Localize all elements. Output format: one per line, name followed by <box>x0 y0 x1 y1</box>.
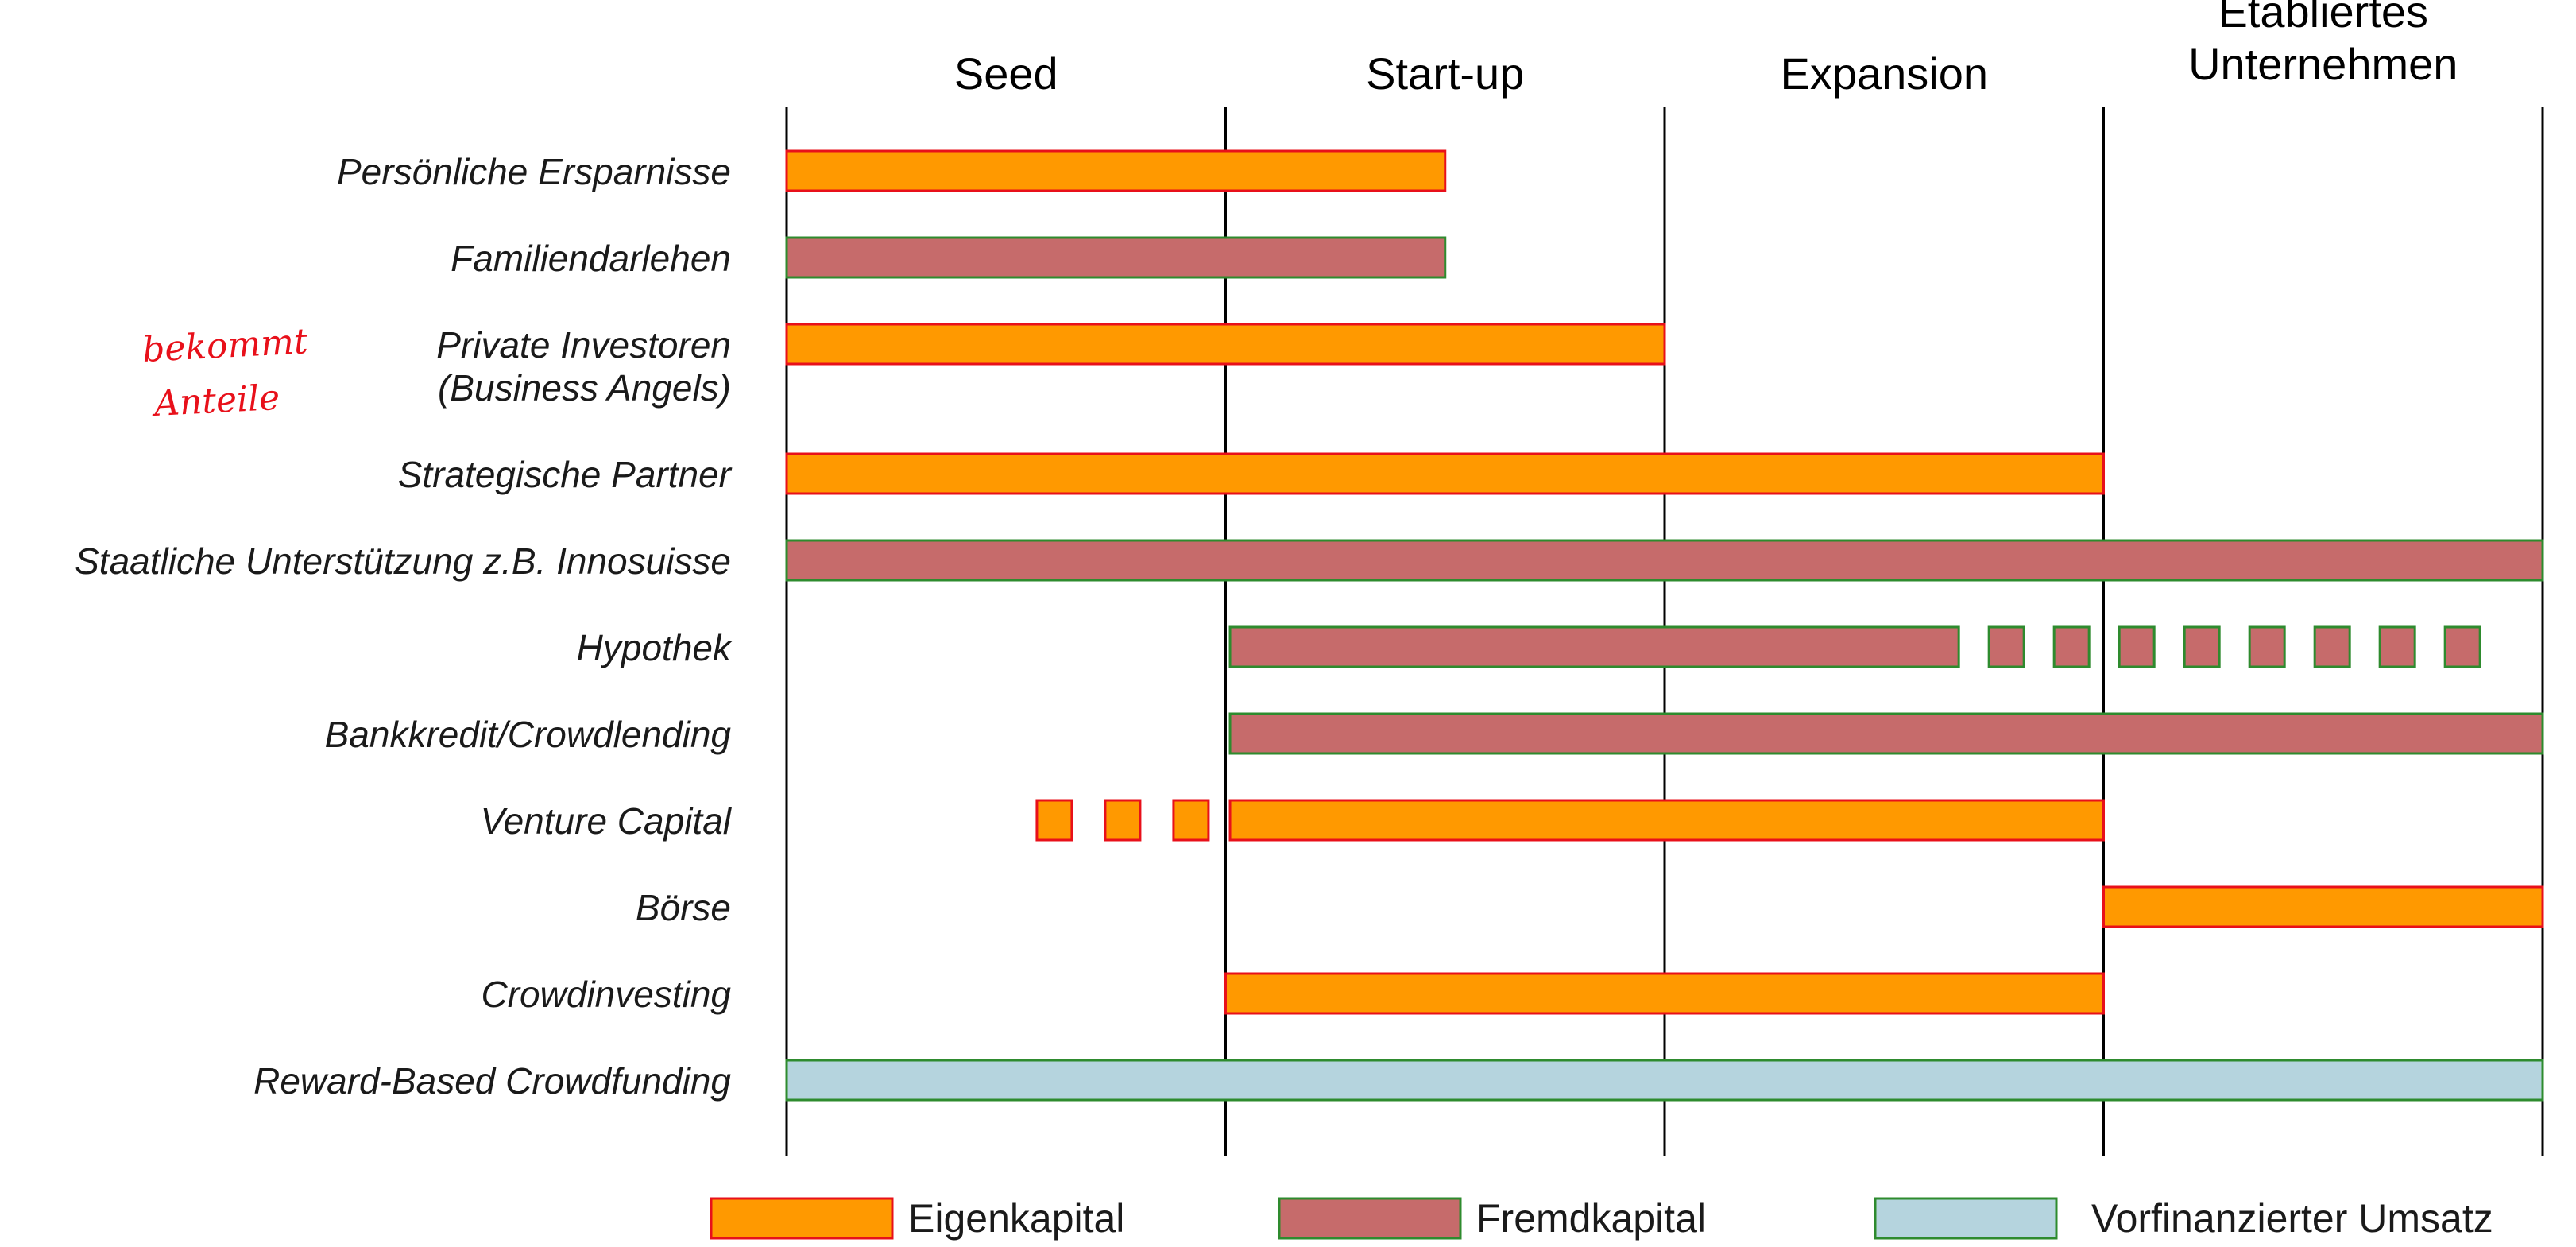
legend-label-eigen: Eigenkapital <box>908 1196 1124 1241</box>
financing-bar <box>1228 712 2544 755</box>
dotted-bar-segment <box>1035 799 1073 842</box>
financing-bar <box>1224 972 2105 1015</box>
dotted-bar-segment <box>1987 625 2025 668</box>
handwritten-note-line: bekommt <box>141 321 309 370</box>
row-label: Hypothek <box>577 627 733 668</box>
dotted-bar-segment <box>2052 625 2091 668</box>
row-label: Venture Capital <box>481 800 733 842</box>
row-label: Familiendarlehen <box>451 238 731 279</box>
stage-label: Unternehmen <box>2188 39 2458 89</box>
dotted-bar-segment <box>2248 625 2286 668</box>
legend: Eigenkapital Fremdkapital Vorfinanzierter … <box>710 1196 2493 1241</box>
financing-bar <box>785 539 2544 582</box>
row-label: Persönliche Ersparnisse <box>337 151 731 192</box>
financing-bars <box>785 149 2544 1102</box>
financing-bar <box>1228 625 1960 668</box>
legend-swatch-umsatz <box>1874 1197 2058 1240</box>
stage-label: Etabliertes <box>2218 0 2428 37</box>
financing-bar <box>785 236 1447 279</box>
legend-swatch-eigen <box>710 1197 894 1240</box>
row-label: Bankkredit/Crowdlending <box>325 714 732 755</box>
dotted-bar-segment <box>2378 625 2416 668</box>
row-labels: Persönliche Ersparnisse Familiendarlehen P… <box>75 151 733 1102</box>
financing-bar <box>785 452 2105 495</box>
handwritten-note: bekommt Anteile <box>141 321 309 424</box>
handwritten-note-line: Anteile <box>150 378 280 424</box>
dotted-bar-segment <box>2118 625 2156 668</box>
financing-bar <box>785 149 1447 192</box>
stage-labels: Seed Start-up Expansion EtabliertesUnterneh… <box>954 0 2458 99</box>
row-label: Reward-Based Crowdfunding <box>253 1060 731 1102</box>
legend-label-fremd: Fremdkapital <box>1476 1196 1706 1241</box>
dotted-bar-segment <box>2443 625 2481 668</box>
row-label: (Business Angels) <box>438 367 731 409</box>
stage-label: Expansion <box>1780 48 1988 99</box>
legend-swatch-fremd <box>1278 1197 1462 1240</box>
financing-bar <box>2102 885 2544 928</box>
row-label: Börse <box>636 887 731 928</box>
dotted-bar-segment <box>2313 625 2351 668</box>
dotted-bar-segment <box>2183 625 2221 668</box>
financing-bar <box>785 323 1666 366</box>
stage-label: Seed <box>954 48 1058 99</box>
dotted-bar-segment <box>1104 799 1142 842</box>
legend-label-umsatz: Vorfinanzierter Umsatz <box>2091 1196 2493 1241</box>
row-label: Private Investoren <box>436 324 731 366</box>
row-label: Strategische Partner <box>398 454 733 495</box>
financing-bar <box>1228 799 2105 842</box>
dotted-bar-segment <box>1172 799 1210 842</box>
financing-bar <box>785 1059 2544 1102</box>
row-label: Crowdinvesting <box>482 974 732 1015</box>
row-label: Staatliche Unterstützung z.B. Innosuisse <box>75 540 731 582</box>
stage-label: Start-up <box>1366 48 1524 99</box>
